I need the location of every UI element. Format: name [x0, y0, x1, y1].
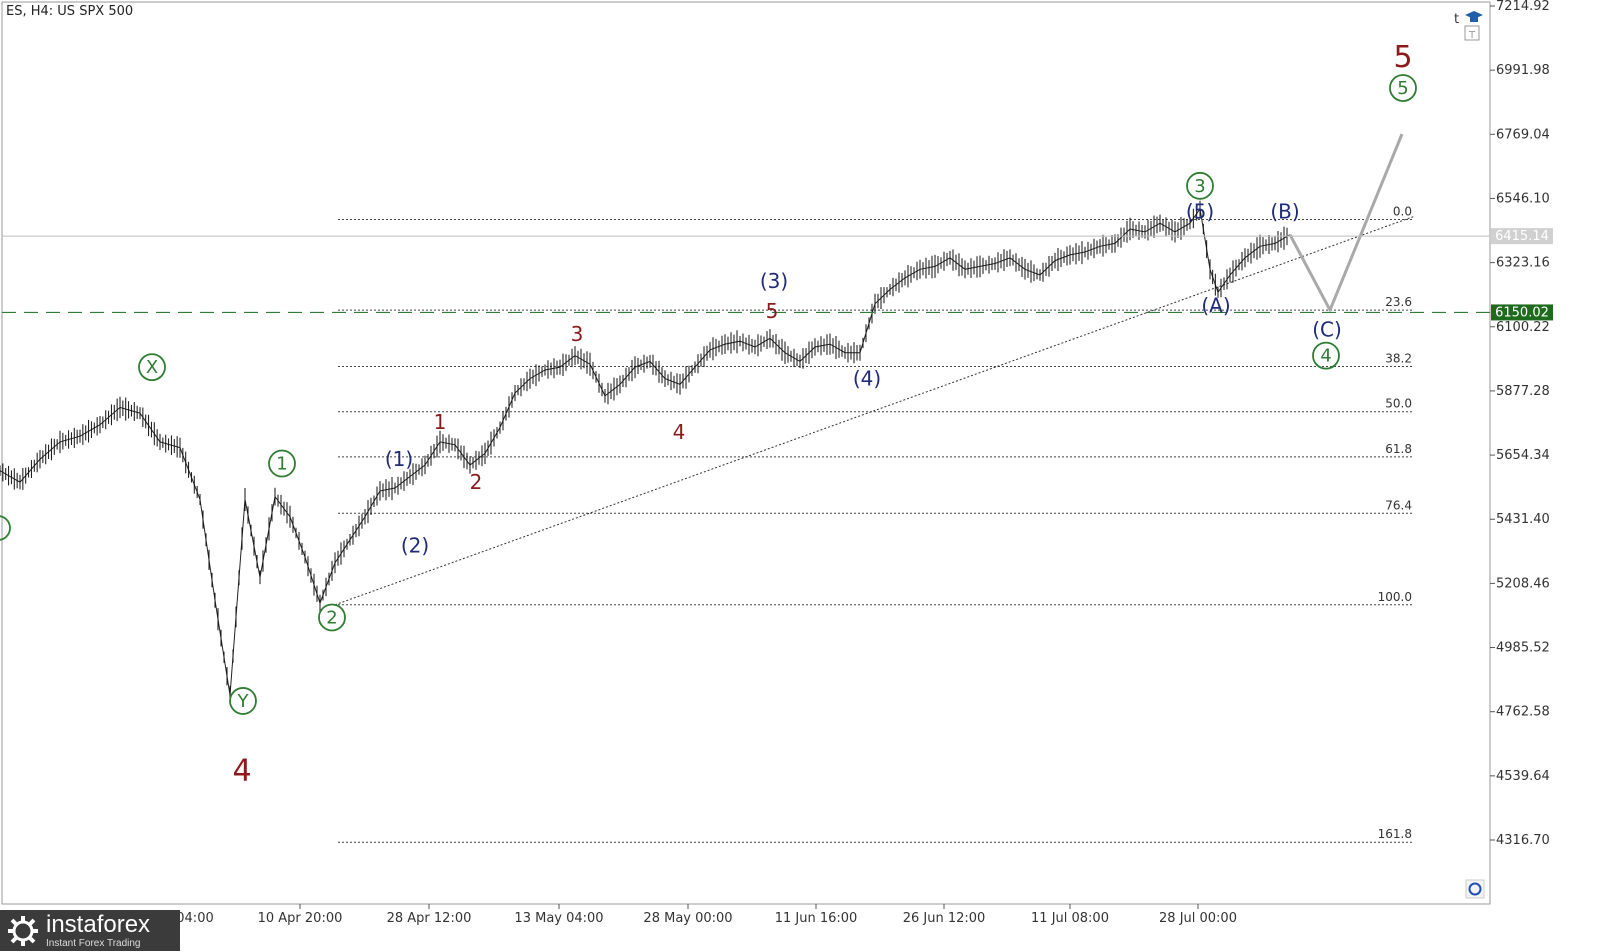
- wave-circle: [1312, 341, 1340, 370]
- trendline-group: [334, 215, 1416, 606]
- fib-level-label: 50.0: [1385, 397, 1412, 411]
- current-price-tag: [1491, 228, 1553, 245]
- y-tick-label: 5654.34: [1496, 448, 1550, 463]
- fib-level-label: 100.0: [1378, 590, 1412, 604]
- instaforex-logo: instaforex Instant Forex Trading: [0, 910, 180, 951]
- wave-circle-text: 1: [276, 454, 287, 475]
- fib-level-label: 161.8: [1378, 827, 1412, 841]
- wave-circle-label: 1: [268, 449, 296, 478]
- y-tick-label: 5431.40: [1496, 512, 1550, 527]
- logo-name: instaforex: [46, 910, 151, 938]
- wave-label: (C): [1312, 318, 1342, 342]
- wave-circle-text: 3: [1194, 176, 1205, 197]
- fib-level-label: 0.0: [1393, 204, 1412, 218]
- wave-label: 1: [434, 410, 447, 434]
- support-level-text: 6150.02: [1495, 305, 1549, 320]
- x-tick-label: 28 May 00:00: [643, 911, 732, 926]
- wave-label: (A): [1201, 293, 1230, 317]
- x-tick-label: 11 Jul 08:00: [1031, 911, 1109, 926]
- x-tick-label: 13 May 04:00: [514, 911, 603, 926]
- wave-label: (4): [853, 367, 881, 391]
- y-tick-label: 4985.52: [1496, 641, 1550, 656]
- svg-text:T: T: [1468, 30, 1476, 41]
- y-tick-label: 6100.22: [1496, 320, 1550, 335]
- wave-circle-label: [0, 515, 11, 541]
- logo-tagline: Instant Forex Trading: [46, 937, 141, 949]
- y-tick-label: 6769.04: [1496, 127, 1550, 142]
- wave-circle-text: 5: [1397, 78, 1408, 99]
- settings-circle-icon[interactable]: [1465, 879, 1485, 899]
- wave-label: (5): [1186, 200, 1214, 224]
- wave-circle: [318, 603, 346, 632]
- x-tick-label: 04:00: [176, 911, 213, 926]
- x-tick-label: 10 Apr 20:00: [258, 911, 343, 926]
- plot-frame: [1, 1, 1491, 905]
- y-tick-label: 5877.28: [1496, 384, 1550, 399]
- price-series: [0, 200, 1291, 705]
- wave-circle-label: 5: [1389, 74, 1417, 102]
- wave-circle: [229, 687, 257, 715]
- wave-circle-text: 4: [1320, 346, 1331, 367]
- wave-circle: [0, 515, 11, 541]
- horizontal-levels: 6415.14 6150.02: [2, 228, 1553, 321]
- logo-mark-icon: [6, 914, 40, 948]
- y-tick-label: 6991.98: [1496, 63, 1550, 78]
- wave-circle-label: 2: [318, 603, 346, 632]
- wave-label: (2): [401, 534, 429, 558]
- y-tick-label: 4762.58: [1496, 705, 1550, 720]
- fib-level-label: 61.8: [1385, 442, 1412, 456]
- y-axis: 7214.92 6991.98 6769.04 6546.10 6323.16 6100.…: [1490, 0, 1550, 848]
- wave-label: (1): [385, 447, 413, 471]
- current-price-text: 6415.14: [1495, 229, 1549, 244]
- y-tick-label: 5208.46: [1496, 576, 1550, 591]
- fib-level-label: 76.4: [1385, 498, 1412, 512]
- wave-circle-text: 2: [326, 607, 337, 628]
- wave-label: 5: [1393, 40, 1412, 75]
- y-tick-label: 7214.92: [1496, 0, 1550, 14]
- x-axis: 10 Apr 20:00 28 Apr 12:00 13 May 04:00 28 M…: [176, 904, 1237, 926]
- wave-circle: [1186, 171, 1214, 200]
- x-tick-label: 11 Jun 16:00: [775, 911, 858, 926]
- svg-text:t: t: [1454, 12, 1459, 27]
- wave-label: 3: [571, 322, 584, 346]
- wave-label: (3): [760, 269, 788, 293]
- wave-circle-text: Y: [237, 691, 250, 712]
- fib-level-label: 38.2: [1385, 352, 1412, 366]
- wave-circle: [138, 353, 166, 382]
- trendline: [334, 215, 1416, 606]
- wave-circle: [268, 449, 296, 478]
- wave-label: 5: [766, 299, 779, 323]
- wave-labels: 4 5 1 2 3 4 5 (1) (2) (3) (4) (5) (A) (B) (C) 1 2 3 4 5 X Y: [0, 40, 1417, 788]
- wave-label: 2: [470, 470, 483, 494]
- wave-circle-label: Y: [229, 687, 257, 715]
- price-line: [0, 207, 1291, 696]
- wave-label: (B): [1270, 200, 1299, 224]
- y-tick-label: 4539.64: [1496, 769, 1550, 784]
- chart-title: ES, H4: US SPX 500: [6, 4, 134, 19]
- x-tick-label: 28 Jul 00:00: [1159, 911, 1237, 926]
- wave-circle-text: X: [146, 357, 158, 378]
- y-tick-label: 4316.70: [1496, 833, 1550, 848]
- wave-circle: [1389, 74, 1417, 102]
- wave-circle-label: X: [138, 353, 166, 382]
- projection-path: [1288, 133, 1404, 312]
- wave-label: 4: [232, 753, 251, 788]
- x-tick-label: 26 Jun 12:00: [903, 911, 986, 926]
- trade-hat-icon[interactable]: t T: [1454, 11, 1483, 41]
- y-tick-label: 6323.16: [1496, 256, 1550, 271]
- wave-label: 4: [673, 420, 686, 444]
- wave-circle-label: 3: [1186, 171, 1214, 200]
- x-tick-label: 28 Apr 12:00: [387, 911, 472, 926]
- forecast-path: [1288, 133, 1404, 312]
- fibonacci-levels: 0.0 23.6 38.2 50.0 61.8 76.4 100.0 161.8: [338, 204, 1414, 843]
- wave-circle-label: 4: [1312, 341, 1340, 370]
- fib-level-label: 23.6: [1385, 295, 1412, 309]
- y-tick-label: 6546.10: [1496, 191, 1550, 206]
- support-level-tag: [1491, 304, 1553, 321]
